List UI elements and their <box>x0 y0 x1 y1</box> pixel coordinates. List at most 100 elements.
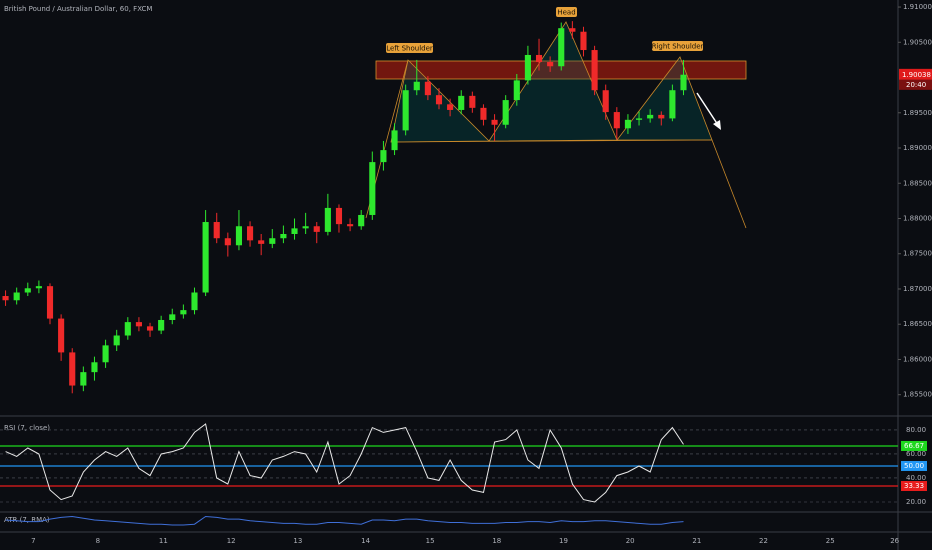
candle-body <box>2 296 9 301</box>
candle-body <box>24 288 31 293</box>
candle-body <box>647 114 654 119</box>
x-tick-label: 25 <box>826 537 835 545</box>
candle-body <box>135 322 142 327</box>
candle-body <box>669 90 676 119</box>
candle-body <box>169 314 176 320</box>
countdown-box <box>899 79 932 90</box>
x-tick-label: 20 <box>626 537 635 545</box>
target-line <box>711 139 747 229</box>
annotation-box <box>652 41 703 51</box>
x-tick-label: 21 <box>692 537 701 545</box>
x-tick-label: 13 <box>293 537 302 545</box>
indicator-title: ATR (7, RMA) <box>4 516 50 524</box>
candle-body <box>202 222 209 293</box>
candle-body <box>602 90 609 113</box>
level-label-box <box>901 480 927 491</box>
candle-body <box>313 226 320 232</box>
candle-body <box>235 226 243 246</box>
candle-body <box>613 112 620 129</box>
candle-body <box>569 28 576 32</box>
level-label: 33.33 <box>904 482 924 490</box>
arrow-head <box>713 120 721 130</box>
candle-body <box>191 292 198 311</box>
candle-body <box>46 286 54 319</box>
candle-body <box>335 207 343 225</box>
y-tick-label: 40.00 <box>906 474 926 482</box>
candle-body <box>347 224 354 227</box>
candle-body <box>302 226 309 229</box>
candle-body <box>413 81 420 91</box>
candle-body <box>680 74 687 91</box>
candle-body <box>247 226 254 241</box>
candle-body <box>258 240 265 244</box>
x-tick-label: 15 <box>426 537 435 545</box>
candle-body <box>280 234 287 239</box>
level-label-box <box>901 460 927 471</box>
candle-body <box>35 286 42 289</box>
candle-body <box>213 222 220 239</box>
candle-body <box>324 207 331 232</box>
x-tick-label: 8 <box>96 537 100 545</box>
candle-body <box>369 162 376 215</box>
candle-body <box>524 54 531 81</box>
y-tick-label: 1.91000 <box>903 3 932 11</box>
candle-body <box>269 238 276 244</box>
candle-body <box>391 130 398 151</box>
candle-body <box>424 81 431 96</box>
y-tick-label: 1.87500 <box>903 250 932 258</box>
candle-body <box>547 62 554 67</box>
candle-body <box>447 104 454 110</box>
candle-body <box>291 228 298 235</box>
y-tick-label: 1.87000 <box>903 285 932 293</box>
level-label: 50.00 <box>904 462 924 470</box>
neckline <box>390 139 713 143</box>
candle-body <box>491 119 498 125</box>
candle-body <box>146 326 154 331</box>
last-price-label: 1.90038 <box>902 71 931 79</box>
indicator-line <box>5 515 684 526</box>
candle-body <box>358 214 365 227</box>
x-tick-label: 26 <box>890 537 899 545</box>
annotation: Left Shoulder <box>386 45 433 53</box>
y-tick-label: 1.88000 <box>903 214 932 222</box>
candle-body <box>180 310 187 315</box>
last-price-box <box>899 68 932 80</box>
candle-body <box>13 292 20 301</box>
chart-title: British Pound / Australian Dollar, 60, F… <box>4 5 152 13</box>
annotation-box <box>386 43 433 53</box>
countdown-label: 20:40 <box>906 81 926 89</box>
annotation-box <box>556 7 577 17</box>
candle-body <box>502 100 509 125</box>
candle-body <box>469 95 476 108</box>
y-tick-label: 1.86500 <box>903 320 932 328</box>
candle-body <box>69 352 76 386</box>
candle-body <box>102 345 109 363</box>
candle-body <box>224 238 231 246</box>
candle-body <box>535 54 543 63</box>
candle-body <box>591 50 598 91</box>
candle-body <box>480 107 487 120</box>
candle-body <box>158 319 165 331</box>
arrow <box>696 92 719 126</box>
y-tick-label: 20.00 <box>906 498 926 506</box>
y-tick-label: 1.88500 <box>903 179 932 187</box>
y-tick-label: 1.89000 <box>903 144 932 152</box>
candle-body <box>513 80 520 101</box>
candle-body <box>124 322 131 336</box>
y-tick-label: 1.86000 <box>903 355 932 363</box>
annotation: Right Shoulder <box>652 43 704 51</box>
level-label: 66.67 <box>904 442 924 450</box>
y-tick-label: 1.89500 <box>903 109 932 117</box>
x-tick-label: 12 <box>227 537 236 545</box>
y-tick-label: 80.00 <box>906 426 926 434</box>
candle-body <box>113 335 120 346</box>
y-tick-label: 1.90500 <box>903 38 932 46</box>
candle-body <box>558 28 565 67</box>
annotation: Head <box>557 9 575 17</box>
candle-body <box>658 114 665 119</box>
x-tick-label: 19 <box>559 537 568 545</box>
x-tick-label: 22 <box>759 537 768 545</box>
y-tick-label: 1.85500 <box>903 391 932 399</box>
candle-body <box>91 362 98 373</box>
